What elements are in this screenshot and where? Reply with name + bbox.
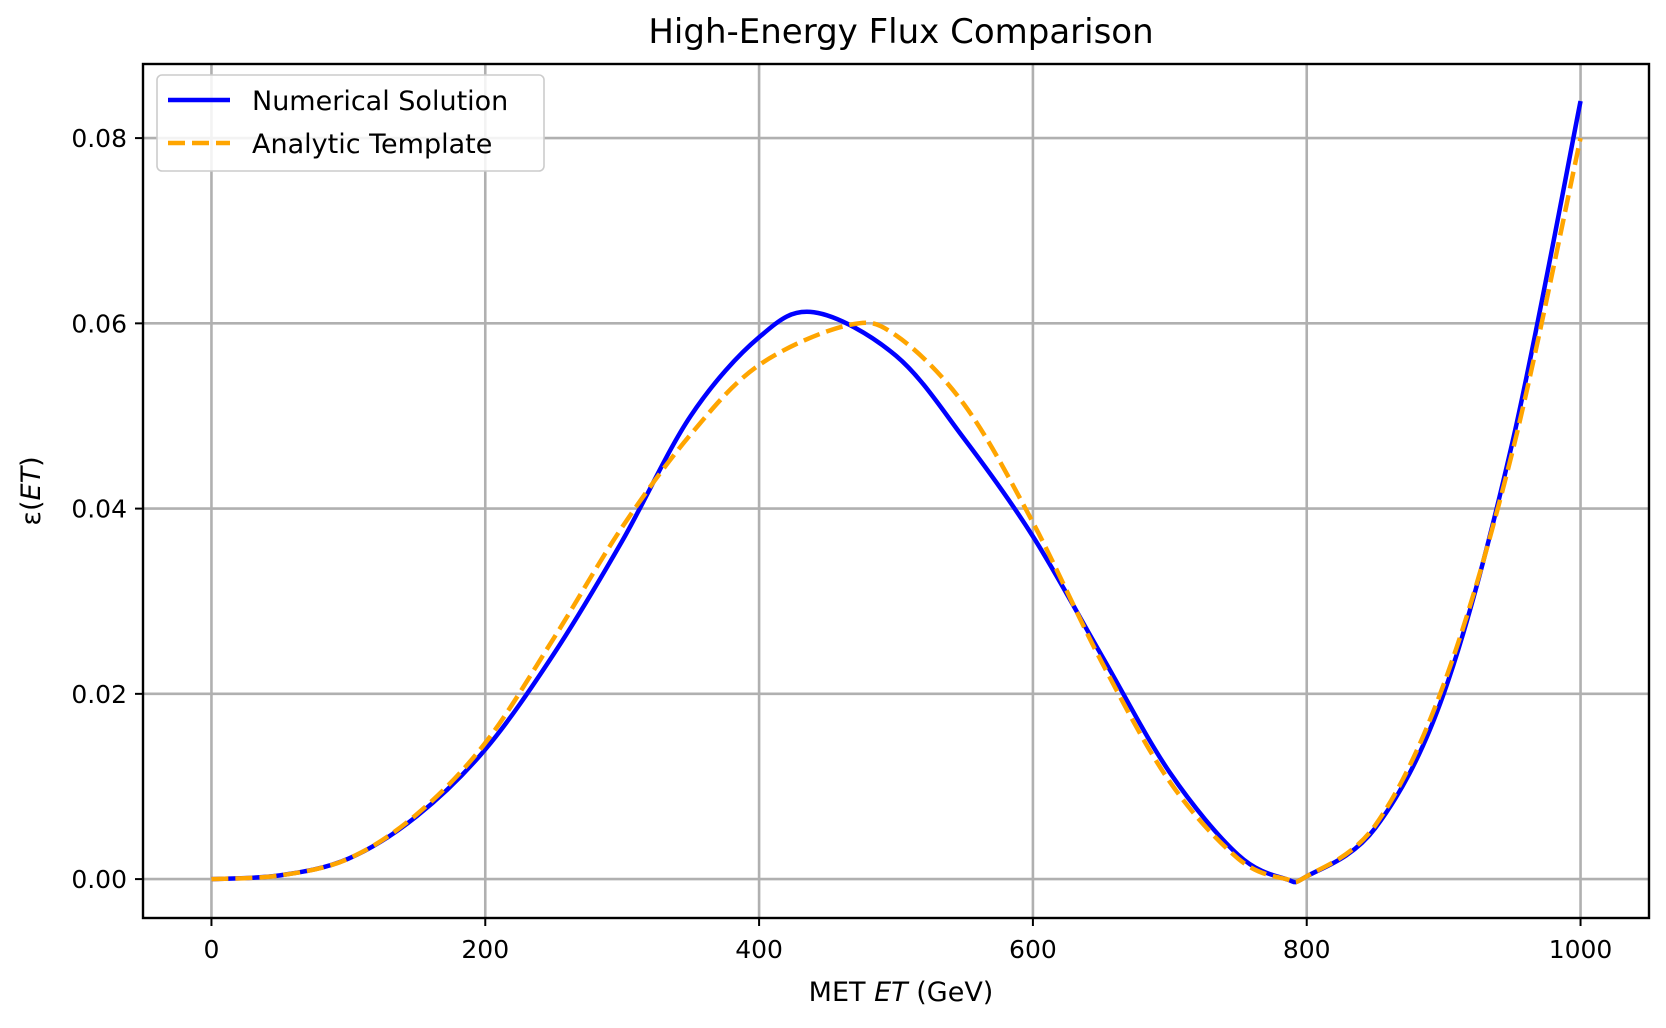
y-tick-label: 0.06 (71, 309, 127, 338)
y-axis-label-suffix: ) (16, 456, 47, 467)
series-line-analytic-template (211, 137, 1583, 885)
legend-box (156, 74, 545, 172)
x-axis-label-prefix: MET (809, 977, 874, 1008)
x-tick-label: 1000 (1549, 935, 1613, 964)
y-axis-label: ε(ET) (16, 456, 47, 525)
x-tick-label: 600 (1009, 935, 1057, 964)
plot-frame (141, 62, 1651, 920)
y-tick-label: 0.08 (71, 124, 127, 153)
x-tick-label: 200 (461, 935, 509, 964)
legend-label-numerical-solution: Numerical Solution (252, 86, 508, 117)
x-tick-label: 0 (204, 935, 220, 964)
chart-title: High-Energy Flux Comparison (648, 12, 1153, 52)
x-axis-label-italic: ET (874, 977, 910, 1008)
series-line-numerical-solution (211, 100, 1583, 885)
y-tick-label: 0.04 (71, 495, 127, 524)
x-tick-label: 800 (1283, 935, 1331, 964)
y-tick-label: 0.02 (71, 680, 127, 709)
plot-area: 0 200 400 600 800 1000 0.00 0.02 0.04 0.06 0.08 Num… (71, 62, 1651, 964)
x-axis-label-suffix: (GeV) (908, 977, 994, 1008)
legend-label-analytic-template: Analytic Template (252, 129, 492, 160)
x-tick-label: 400 (735, 935, 783, 964)
y-axis-label-italic: ET (16, 464, 47, 500)
y-tick-label: 0.00 (71, 865, 127, 894)
y-axis-label-prefix: ε( (16, 500, 47, 525)
x-axis-label: MET ET (GeV) (809, 977, 994, 1008)
